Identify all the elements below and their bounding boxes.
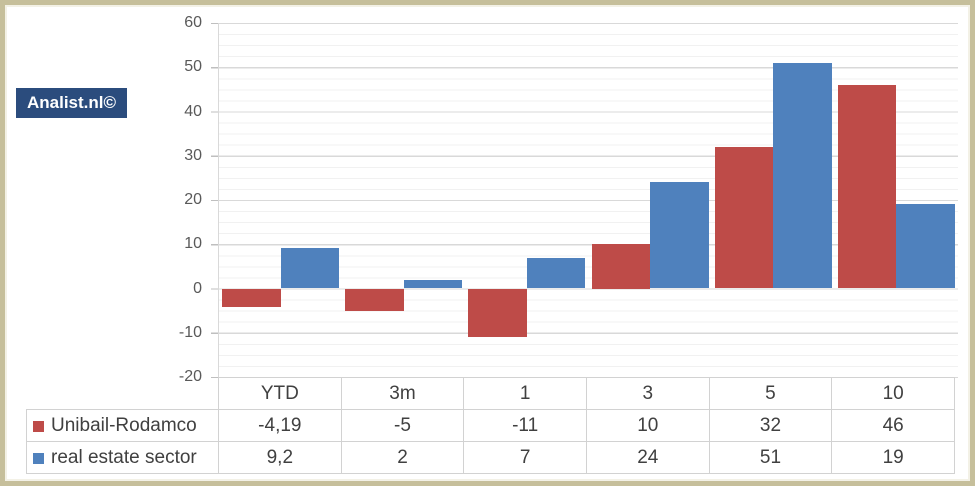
legend-swatch-red-icon <box>33 420 44 432</box>
table-cell: 9,2 <box>218 441 342 474</box>
bar-unibail-rodamco-ytd <box>222 288 281 308</box>
table-cell: 7 <box>463 441 587 474</box>
table-cell: -11 <box>463 409 587 442</box>
table-header-row: YTD 3m 1 3 5 10 <box>26 377 955 410</box>
y-axis-label: 40 <box>184 102 202 120</box>
brand-badge: Analist.nl© <box>16 88 128 118</box>
table-cell: 24 <box>585 441 710 474</box>
plot-area <box>218 23 958 378</box>
bar-real-estate-sector-1 <box>526 257 586 289</box>
table-cell: 19 <box>831 441 955 474</box>
y-axis-label: 10 <box>184 235 202 253</box>
table-cell: 10 <box>585 409 710 442</box>
table-col-header-5: 5 <box>708 377 833 410</box>
bar-unibail-rodamco-1 <box>468 288 527 338</box>
bar-series-container <box>219 23 958 378</box>
bar-real-estate-sector-10 <box>896 204 955 289</box>
y-axis-label: 0 <box>193 279 202 297</box>
table-col-header-3: 3 <box>585 377 710 410</box>
table-cell: -5 <box>340 409 465 442</box>
table-cell: -4,19 <box>218 409 342 442</box>
y-axis-label: 20 <box>184 191 202 208</box>
data-table: YTD 3m 1 3 5 10 Unibail-Rodamco -4,19 -5… <box>26 377 955 474</box>
table-col-header-10: 10 <box>831 377 955 410</box>
table-cell: 32 <box>708 409 833 442</box>
table-row: real estate sector 9,2 2 7 24 51 19 <box>26 441 955 474</box>
bar-real-estate-sector-5 <box>773 62 832 289</box>
bar-real-estate-sector-ytd <box>280 247 339 289</box>
legend-row-unibail-rodamco: Unibail-Rodamco <box>26 409 219 442</box>
y-axis-label: 30 <box>184 146 202 164</box>
table-cell: 46 <box>831 409 955 442</box>
table-corner-blank <box>26 377 219 410</box>
y-axis-ticks <box>211 23 218 378</box>
y-axis-label: 50 <box>184 58 202 76</box>
bar-unibail-rodamco-3 <box>591 244 650 289</box>
table-col-header-ytd: YTD <box>218 377 342 410</box>
bar-real-estate-sector-3m <box>403 279 463 289</box>
bar-unibail-rodamco-10 <box>837 84 897 289</box>
y-axis-label: 60 <box>184 14 202 31</box>
bar-unibail-rodamco-3m <box>345 288 404 311</box>
legend-row-real-estate-sector: real estate sector <box>26 441 219 474</box>
series-name: real estate sector <box>51 446 197 468</box>
table-col-header-1: 1 <box>463 377 587 410</box>
y-axis-label: -10 <box>178 323 202 341</box>
table-cell: 2 <box>340 441 465 474</box>
series-name: Unibail-Rodamco <box>51 414 197 436</box>
legend-swatch-blue-icon <box>33 452 44 464</box>
bar-real-estate-sector-3 <box>650 182 709 289</box>
table-row: Unibail-Rodamco -4,19 -5 -11 10 32 46 <box>26 409 955 442</box>
table-col-header-3m: 3m <box>340 377 465 410</box>
bar-unibail-rodamco-5 <box>714 146 774 289</box>
table-cell: 51 <box>708 441 833 474</box>
